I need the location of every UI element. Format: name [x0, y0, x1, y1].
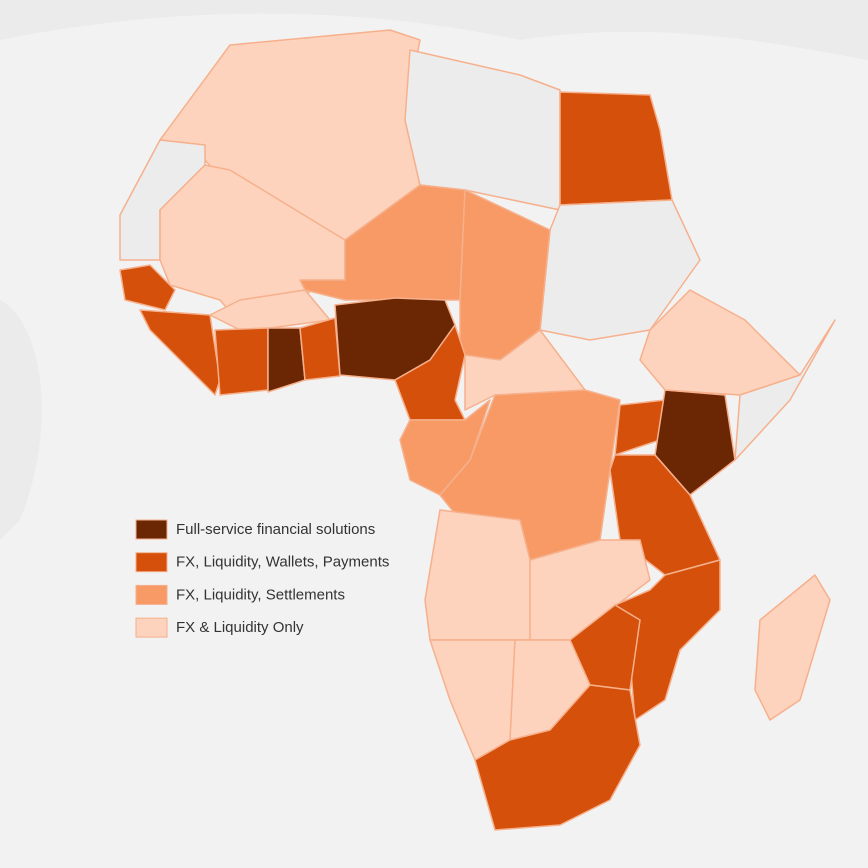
country [474, 684, 641, 831]
country [429, 639, 516, 761]
country [754, 574, 831, 721]
country [299, 317, 341, 381]
country [267, 327, 306, 393]
country [654, 389, 736, 496]
country [734, 319, 836, 461]
legend-label: FX, Liquidity, Wallets, Payments [176, 554, 389, 571]
background-land [0, 0, 868, 540]
legend-swatch [135, 617, 168, 638]
country [214, 327, 269, 396]
country [559, 91, 673, 206]
country [139, 309, 221, 396]
country [299, 184, 466, 301]
legend-label: Full-service financial solutions [176, 521, 375, 538]
legend: Full-service financial solutions FX, Liqu… [135, 519, 389, 638]
legend-label: FX, Liquidity, Settlements [176, 586, 345, 603]
country [614, 559, 721, 721]
legend-swatch [135, 584, 168, 605]
legend-swatch [135, 552, 168, 573]
countries [119, 29, 836, 831]
country [119, 264, 176, 311]
legend-swatch [135, 519, 168, 540]
legend-label: FX & Liquidity Only [176, 619, 304, 636]
country [404, 49, 561, 211]
